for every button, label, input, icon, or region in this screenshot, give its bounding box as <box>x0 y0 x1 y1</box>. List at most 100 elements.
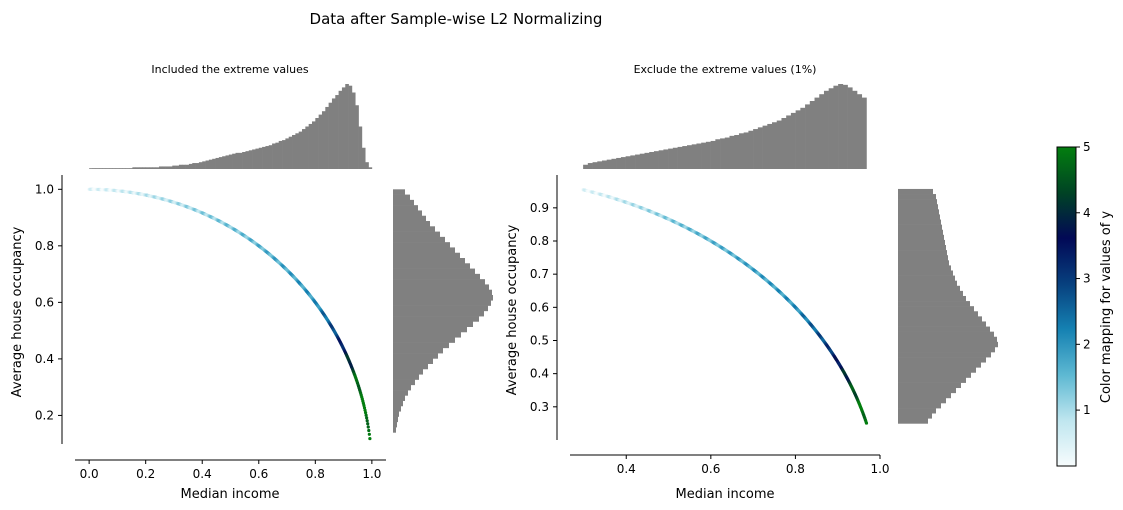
histogram-bar-y <box>393 210 422 217</box>
histogram-bar-y <box>898 387 956 394</box>
histogram-bar-x <box>705 141 711 169</box>
colorbar-tick-label: 3 <box>1083 272 1091 286</box>
histogram-bar-x <box>155 167 160 169</box>
histogram-bar-x <box>805 104 811 169</box>
y-tick-label: 0.9 <box>530 201 549 215</box>
histogram-bar-y <box>898 224 942 231</box>
histogram-bar-x <box>644 152 650 169</box>
histogram-bar-y <box>898 408 936 414</box>
histogram-bar-x <box>92 168 97 169</box>
histogram-bar-x <box>847 87 853 169</box>
histogram-bar-x <box>325 106 329 169</box>
marginal-y-histogram-1 <box>393 189 493 433</box>
histogram-bar-y <box>393 231 440 238</box>
histogram-bar-x <box>242 152 246 169</box>
histogram-bar-x <box>305 126 309 169</box>
histogram-bar-y <box>393 363 428 370</box>
histogram-bar-y <box>898 245 946 251</box>
histogram-bar-x <box>208 159 213 169</box>
histogram-bar-x <box>331 98 336 169</box>
histogram-bar-x <box>583 164 589 169</box>
histogram-bar-y <box>393 300 491 306</box>
histogram-bar-x <box>602 160 608 169</box>
histogram-bar-y <box>393 199 414 206</box>
histogram-bar-x <box>248 150 253 169</box>
histogram-bar-x <box>198 162 203 169</box>
histogram-bar-x <box>639 153 645 169</box>
scatter-point <box>365 419 369 423</box>
histogram-bar-x <box>315 118 319 169</box>
x-axis-label-2: Median income <box>675 487 774 502</box>
histogram-bar-x <box>238 152 243 169</box>
histogram-bar-x <box>188 163 193 169</box>
marginal-x-histogram-1 <box>89 84 373 169</box>
histogram-bar-y <box>898 392 951 399</box>
colorbar-ticks: 1 2 3 4 5 <box>1076 140 1091 417</box>
histogram-bar-x <box>762 125 768 169</box>
histogram-bar-x <box>285 138 290 169</box>
histogram-bar-x <box>687 145 693 169</box>
histogram-bar-x <box>158 166 163 169</box>
histogram-bar-x <box>772 122 778 169</box>
histogram-bar-x <box>691 144 697 169</box>
y-axis-label-1: Average house occupancy <box>10 226 25 397</box>
histogram-bar-x <box>89 168 93 169</box>
histogram-bar-x <box>345 84 349 169</box>
histogram-bar-x <box>720 138 726 169</box>
histogram-bar-y <box>898 362 981 368</box>
histogram-bar-x <box>245 151 250 169</box>
scatter-point <box>368 436 372 441</box>
y-tick-label: 0.4 <box>530 367 549 381</box>
histogram-bar-y <box>393 242 450 248</box>
scatter-point <box>363 408 367 412</box>
histogram-bar-y <box>393 321 473 327</box>
histogram-bar-x <box>753 129 759 169</box>
histogram-bar-x <box>282 140 286 169</box>
histogram-bar-y <box>898 214 940 220</box>
y-tick-label: 0.6 <box>35 295 54 309</box>
histogram-bar-x <box>212 158 216 169</box>
histogram-bar-x <box>672 147 678 169</box>
panel-title-2: Exclude the extreme values (1%) <box>634 63 817 76</box>
histogram-bar-y <box>898 311 978 317</box>
histogram-bar-y <box>898 403 941 409</box>
histogram-bar-x <box>611 158 617 169</box>
scatter-point <box>366 422 370 426</box>
histogram-bar-x <box>278 140 283 169</box>
histogram-bar-x <box>861 97 867 169</box>
histogram-bar-y <box>393 427 396 433</box>
histogram-bar-x <box>298 131 303 169</box>
histogram-bar-x <box>738 133 744 169</box>
histogram-bar-x <box>743 132 749 169</box>
histogram-bar-x <box>663 149 669 169</box>
histogram-bar-y <box>898 255 948 261</box>
histogram-bar-x <box>178 164 183 169</box>
histogram-bar-y <box>898 209 939 215</box>
histogram-bar-y <box>393 305 488 312</box>
scatter-point <box>864 421 869 425</box>
histogram-bar-x <box>365 162 369 169</box>
histogram-bar-x <box>842 84 848 169</box>
histogram-bar-x <box>338 90 343 169</box>
histogram-bar-x <box>710 140 716 169</box>
histogram-bar-y <box>898 234 944 241</box>
histogram-bar-x <box>175 165 180 169</box>
histogram-bar-x <box>112 168 117 169</box>
histogram-bar-x <box>649 152 655 169</box>
histogram-bar-x <box>292 135 296 169</box>
x-tick-label: 0.0 <box>80 467 99 481</box>
histogram-bar-y <box>898 280 957 287</box>
histogram-bar-x <box>341 87 346 169</box>
y-tick-label: 0.3 <box>530 400 549 414</box>
y-tick-label: 0.5 <box>530 333 549 347</box>
histogram-bar-y <box>898 250 947 256</box>
x-tick-label: 0.6 <box>249 467 268 481</box>
histogram-bar-x <box>152 167 156 169</box>
histogram-bar-x <box>265 146 270 169</box>
y-tick-label: 0.8 <box>530 234 549 248</box>
histogram-bar-x <box>235 152 240 169</box>
histogram-bar-x <box>132 167 137 169</box>
histogram-bar-x <box>308 123 313 169</box>
histogram-bar-y <box>898 372 971 378</box>
histogram-bar-x <box>328 102 333 169</box>
